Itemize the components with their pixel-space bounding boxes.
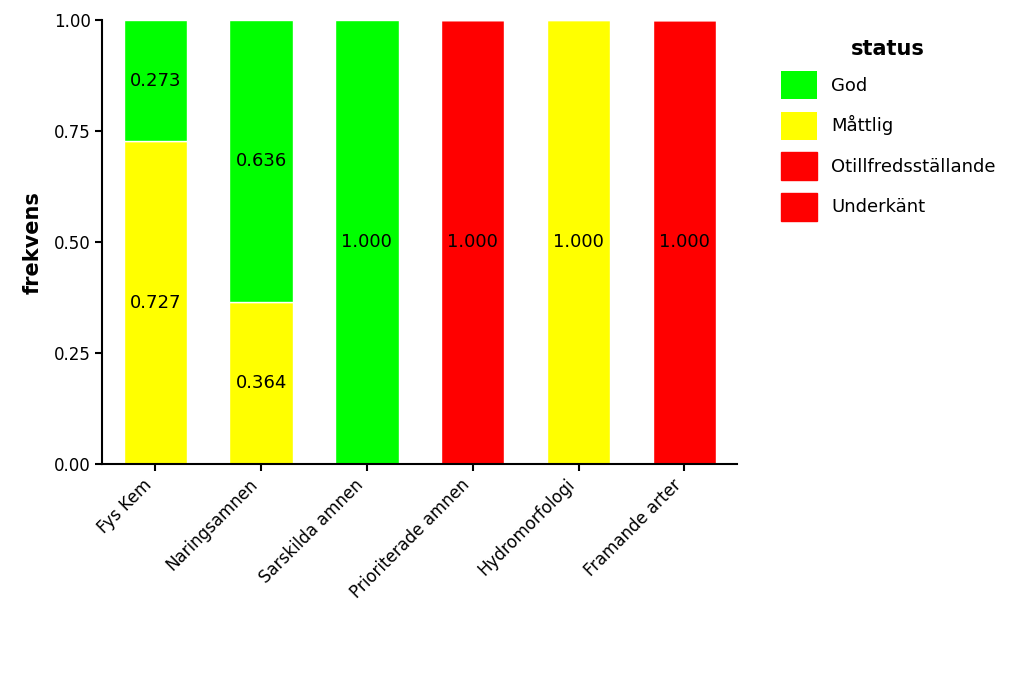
Text: 1.000: 1.000 bbox=[658, 233, 710, 251]
Legend: God, Måttlig, Otillfredsställande, Underkänt: God, Måttlig, Otillfredsställande, Under… bbox=[772, 29, 1005, 230]
Text: 1.000: 1.000 bbox=[553, 233, 604, 251]
Bar bbox=[124, 141, 187, 464]
Text: 0.727: 0.727 bbox=[130, 294, 181, 312]
Text: 0.273: 0.273 bbox=[130, 72, 181, 90]
Text: 1.000: 1.000 bbox=[447, 233, 499, 251]
Bar bbox=[335, 20, 398, 464]
Bar bbox=[124, 20, 187, 141]
Bar bbox=[547, 20, 610, 464]
Y-axis label: frekvens: frekvens bbox=[23, 191, 43, 293]
Bar bbox=[229, 20, 293, 302]
Text: 1.000: 1.000 bbox=[341, 233, 392, 251]
Bar bbox=[229, 302, 293, 464]
Bar bbox=[441, 20, 505, 464]
Text: 0.364: 0.364 bbox=[236, 374, 287, 392]
Text: 0.636: 0.636 bbox=[236, 153, 287, 170]
Bar bbox=[652, 20, 716, 464]
